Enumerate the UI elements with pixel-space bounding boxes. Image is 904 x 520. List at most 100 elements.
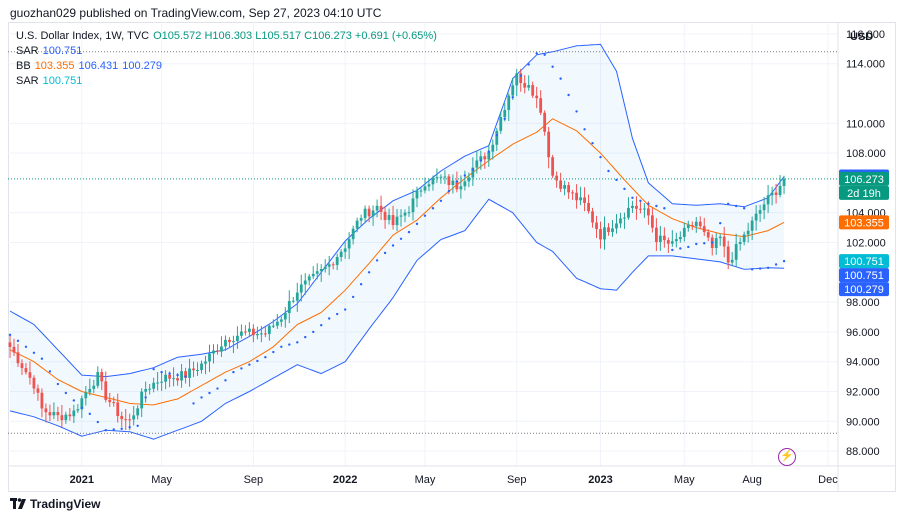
candle [32,375,36,395]
candle-body [311,273,315,277]
candle-body [315,271,319,274]
candle-body [343,248,347,252]
candle [698,216,702,230]
candle-body [447,176,451,185]
sar-dot [56,382,60,386]
bb-upper-value: 106.431 [78,60,119,72]
sar-dot [503,117,506,121]
candle [611,220,614,237]
candle [355,217,359,233]
candle [643,203,646,218]
sar-dot [679,247,682,250]
candle [782,175,786,194]
candle [56,406,60,422]
candle-body [403,212,407,216]
candle-body [112,402,116,404]
candle-body [319,268,323,272]
lightning-icon[interactable]: ⚡ [778,448,796,466]
candle-body [56,412,60,416]
reference-lines [8,51,838,434]
candle-body [200,363,203,371]
candle-body [631,205,634,208]
candle [248,322,251,337]
x-tick-label: Aug [742,474,762,486]
candle-body [770,192,774,196]
candle-body [144,389,148,392]
candle [575,184,578,209]
candle [303,273,307,295]
candle-body [742,234,746,242]
sar-dot [671,248,674,252]
x-tick-label: May [674,474,695,486]
sar-dot [591,141,594,145]
candle-body [531,85,535,96]
candle-body [172,378,175,380]
candle-body [148,388,152,390]
tradingview-branding[interactable]: TradingView [10,497,100,511]
candle [387,208,391,225]
candle-body [635,205,638,209]
candle-body [216,350,219,352]
candle-body [92,385,96,389]
sar-dot [248,363,251,366]
tradingview-logo-icon [10,498,26,509]
candle-body [674,239,678,242]
parabolic-sar [8,52,786,432]
candle [108,392,112,407]
sar-dot [367,271,371,274]
candle [539,90,543,116]
candle [603,216,606,250]
grid [8,22,838,466]
candle [220,336,223,357]
candle-body [208,353,211,362]
candle [662,227,666,248]
candle-body [599,229,602,240]
sar-dot [343,308,347,311]
candle [427,178,431,192]
legend-bb-row[interactable]: BB 103.355 106.431 100.279 [16,59,441,74]
legend-sar2-row[interactable]: SAR 100.751 [16,74,441,89]
legend-sar-row[interactable]: SAR 100.751 [16,44,441,59]
candle [670,230,674,247]
sar-dot [128,426,131,429]
sar-dot [623,187,626,191]
sar-dot [328,317,331,320]
candle [371,205,375,226]
y-tick-label: 108.000 [846,148,886,160]
candle [674,232,678,248]
candle [391,205,395,230]
candle-body [690,225,694,227]
candle [778,175,782,198]
candle-body [52,412,56,416]
sar-dot [742,207,746,210]
candle-body [670,241,674,244]
candle-body [627,207,630,218]
candle-body [762,204,766,211]
candle-body [180,371,183,381]
candle [148,384,152,395]
candle-body [643,208,646,210]
candle-body [60,415,64,421]
candle-body [686,225,690,228]
candle-body [431,177,435,185]
candle-body [654,227,658,243]
candle [152,377,156,393]
candle-body [563,185,567,189]
sar-dot [40,357,44,360]
y-tick-label: 94.000 [846,357,880,369]
candle [682,222,686,242]
candle-body [96,372,100,386]
candle-body [64,414,68,421]
sar-dot [240,367,243,370]
sar-dot [734,204,738,208]
candle [40,388,44,418]
sar-dot [511,96,514,99]
candle-body [615,223,618,229]
candle [68,408,72,421]
y-tick-label: 88.000 [846,446,880,458]
sar-dot [64,391,68,395]
candle [519,68,523,92]
candle-body [698,221,702,227]
candle-body [499,117,503,131]
